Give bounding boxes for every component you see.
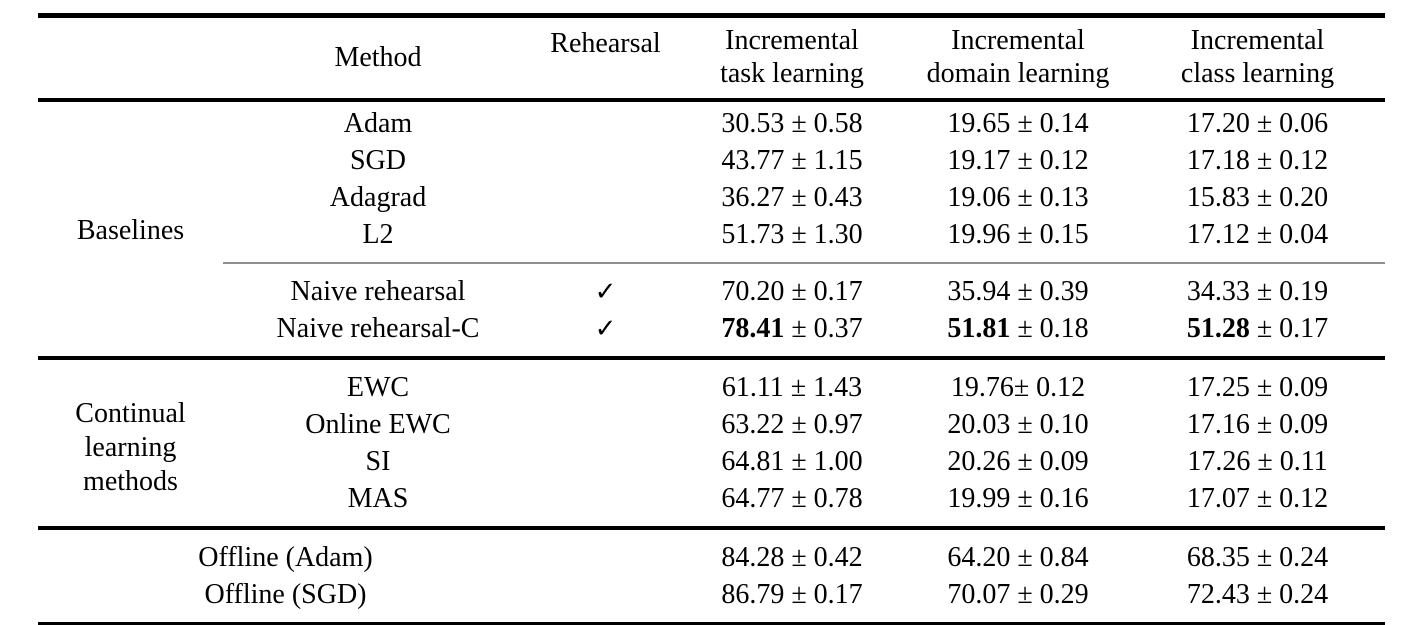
value-cell: 19.96 ± 0.15 — [947, 219, 1089, 250]
value-cell: 17.07 ± 0.12 — [1186, 483, 1329, 514]
rehearsal-cell — [533, 443, 678, 480]
value-cell: 30.53 ± 0.58 — [721, 108, 863, 139]
table-row: MAS 64.77 ± 0.78 19.99 ± 0.16 17.07 ± 0.12 — [38, 480, 1385, 528]
table-row: Baselines Adam 30.53 ± 0.58 19.65 ± 0.14 17.… — [38, 100, 1385, 246]
value-cell: 51.81 ± 0.18 — [947, 313, 1089, 344]
rehearsal-cell — [533, 406, 678, 443]
value-cell: 19.06 ± 0.13 — [947, 182, 1089, 213]
results-table: Method Rehearsal Incremental task learni… — [38, 13, 1385, 625]
table-row: Adagrad 36.27 ± 0.43 19.06 ± 0.13 15.83 ± 0… — [38, 179, 1385, 216]
value-cell: 51.73 ± 1.30 — [721, 219, 863, 250]
value-cell: 72.43 ± 0.24 — [1186, 579, 1329, 610]
value-cell: 17.25 ± 0.09 — [1130, 356, 1385, 406]
method-cell: Offline (SGD) — [204, 579, 367, 610]
method-cell: Adagrad — [329, 182, 427, 213]
table-row: Naive rehearsal-C ✓ 78.41 ± 0.37 51.81 ± 0.… — [38, 310, 1385, 358]
value-cell: 64.81 ± 1.00 — [721, 446, 863, 477]
table-row: L2 51.73 ± 1.30 19.96 ± 0.15 17.12 ± 0.04 — [38, 216, 1385, 263]
value-cell: 19.17 ± 0.12 — [947, 145, 1089, 176]
table-row: SI 64.81 ± 1.00 20.26 ± 0.09 17.26 ± 0.11 — [38, 443, 1385, 480]
method-cell: EWC — [223, 356, 533, 406]
method-cell: SI — [365, 446, 391, 477]
rehearsal-cell — [533, 576, 678, 625]
value-cell: 64.20 ± 0.84 — [906, 526, 1130, 576]
rehearsal-cell — [533, 480, 678, 528]
value-cell: 19.76± 0.12 — [906, 356, 1130, 406]
rehearsal-cell — [533, 142, 678, 179]
value-cell: 64.77 ± 0.78 — [721, 483, 863, 514]
method-cell: Offline (Adam) — [38, 526, 533, 576]
value-cell: 84.28 ± 0.42 — [678, 526, 906, 576]
rehearsal-cell — [533, 526, 678, 576]
method-cell: L2 — [362, 219, 394, 250]
value-cell: 17.18 ± 0.12 — [1186, 145, 1329, 176]
value-cell: 19.99 ± 0.16 — [947, 483, 1089, 514]
table-row: Offline (Adam) 84.28 ± 0.42 64.20 ± 0.84 68… — [38, 526, 1385, 576]
method-cell: Naive rehearsal-C — [276, 313, 480, 344]
value-cell: 15.83 ± 0.20 — [1186, 182, 1329, 213]
value-cell: 36.27 ± 0.43 — [721, 182, 863, 213]
value-cell: 70.20 ± 0.17 — [678, 262, 906, 310]
value-cell: 17.16 ± 0.09 — [1186, 409, 1329, 440]
method-cell: Naive rehearsal — [223, 262, 533, 310]
value-cell: 63.22 ± 0.97 — [721, 409, 863, 440]
value-cell: 34.33 ± 0.19 — [1130, 262, 1385, 310]
header-incremental-task-learning: Incremental task learning — [720, 25, 864, 89]
value-cell: 35.94 ± 0.39 — [906, 262, 1130, 310]
rehearsal-cell — [533, 100, 678, 142]
value-cell: 78.41 ± 0.37 — [721, 313, 863, 344]
group-label: Continual learning methods — [38, 356, 223, 528]
rehearsal-cell — [533, 179, 678, 216]
value-cell: 70.07 ± 0.29 — [947, 579, 1089, 610]
method-cell: Adam — [343, 108, 413, 139]
group-label: Baselines — [76, 214, 185, 246]
value-cell: 17.26 ± 0.11 — [1187, 446, 1328, 477]
value-cell: 43.77 ± 1.15 — [721, 145, 863, 176]
value-cell: 68.35 ± 0.24 — [1130, 526, 1385, 576]
header-rehearsal: Rehearsal — [550, 28, 661, 59]
header-group — [38, 16, 223, 101]
rehearsal-cell — [533, 216, 678, 263]
value-cell: 19.65 ± 0.14 — [947, 108, 1089, 139]
method-cell: Online EWC — [305, 409, 451, 440]
method-cell: MAS — [347, 483, 409, 514]
header-incremental-class-learning: Incremental class learning — [1180, 25, 1335, 89]
table-row: SGD 43.77 ± 1.15 19.17 ± 0.12 17.18 ± 0.12 — [38, 142, 1385, 179]
header-row: Method Rehearsal Incremental task learni… — [38, 16, 1385, 101]
value-cell: 51.28 ± 0.17 — [1186, 313, 1329, 344]
value-cell: 17.12 ± 0.04 — [1186, 219, 1329, 250]
table-body: Baselines Adam 30.53 ± 0.58 19.65 ± 0.14 17.… — [38, 100, 1385, 625]
value-cell: 20.26 ± 0.09 — [947, 446, 1089, 477]
value-cell: 17.20 ± 0.06 — [1186, 108, 1329, 139]
table-row: Naive rehearsal ✓ 70.20 ± 0.17 35.94 ± 0.39… — [38, 262, 1385, 310]
method-cell: SGD — [349, 145, 406, 176]
table-row: Online EWC 63.22 ± 0.97 20.03 ± 0.10 17.16 … — [38, 406, 1385, 443]
header-incremental-domain-learning: Incremental domain learning — [926, 25, 1110, 89]
value-cell: 61.11 ± 1.43 — [678, 356, 906, 406]
checkmark-icon: ✓ — [594, 314, 617, 343]
table-row: Offline (SGD) 86.79 ± 0.17 70.07 ± 0.29 72.… — [38, 576, 1385, 625]
checkmark-icon: ✓ — [533, 262, 678, 310]
rehearsal-cell — [533, 356, 678, 406]
value-cell: 86.79 ± 0.17 — [721, 579, 863, 610]
value-cell: 20.03 ± 0.10 — [947, 409, 1089, 440]
table-header: Method Rehearsal Incremental task learni… — [38, 16, 1385, 101]
table-row: Continual learning methods EWC 61.11 ± 1.4… — [38, 356, 1385, 528]
header-method: Method — [334, 41, 422, 73]
